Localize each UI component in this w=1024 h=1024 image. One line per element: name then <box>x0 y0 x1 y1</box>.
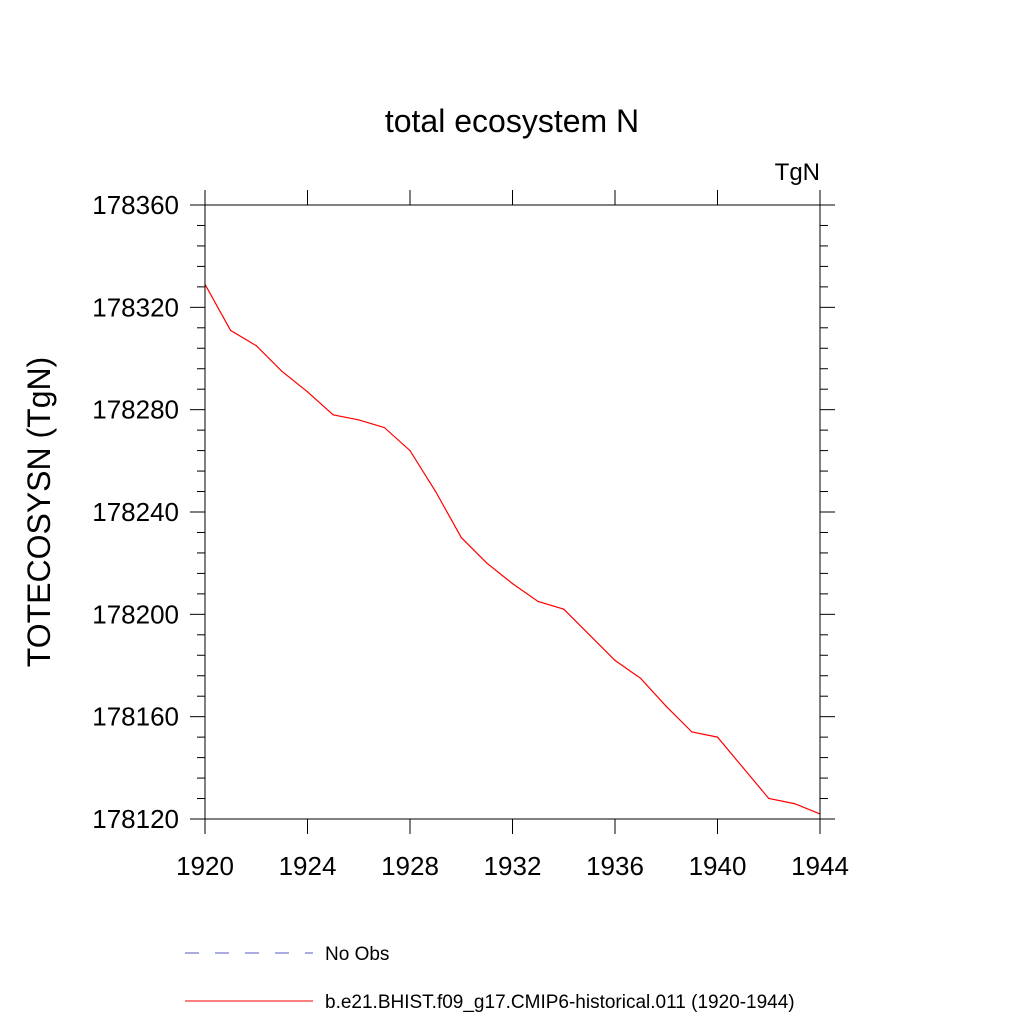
x-tick-label: 1920 <box>176 851 234 881</box>
data-point <box>409 450 411 452</box>
x-tick-label: 1932 <box>484 851 542 881</box>
data-point <box>614 659 616 661</box>
data-point <box>435 490 437 493</box>
y-axis-label: TOTECOSYSN (TgN) <box>21 357 57 668</box>
y-tick-label: 178200 <box>92 599 179 629</box>
y-tick-label: 178120 <box>92 804 179 834</box>
data-point <box>640 677 642 679</box>
data-point <box>511 583 514 585</box>
y-tick-label: 178320 <box>92 292 179 322</box>
data-point <box>255 345 257 347</box>
tick-labels: 1920 1924 1928 1932 1936 1940 1944 178120 178160… <box>92 190 849 881</box>
y-tick-label: 178280 <box>92 395 179 425</box>
data-point <box>563 608 565 610</box>
units-label: TgN <box>775 159 820 186</box>
minor-ticks <box>197 224 828 800</box>
data-point <box>716 736 719 738</box>
major-ticks <box>190 190 835 834</box>
x-tick-label: 1924 <box>279 851 337 881</box>
data-point <box>742 767 744 769</box>
x-tick-label: 1944 <box>791 851 849 881</box>
data-point <box>306 391 309 393</box>
data-point <box>588 634 590 636</box>
y-tick-label: 178360 <box>92 190 179 220</box>
data-point <box>768 797 770 800</box>
series-line <box>204 284 821 815</box>
data-point <box>358 419 360 421</box>
data-point <box>281 370 283 372</box>
data-point <box>383 426 385 429</box>
data-point <box>691 731 693 733</box>
y-tick-label: 178160 <box>92 702 179 732</box>
legend-label: No Obs <box>325 944 389 965</box>
data-point <box>486 562 488 564</box>
x-tick-label: 1936 <box>586 851 644 881</box>
y-tick-label: 178240 <box>92 497 179 527</box>
plot-frame <box>204 204 821 820</box>
chart-title: total ecosystem N <box>385 103 639 139</box>
series-layer <box>204 283 821 815</box>
x-tick-label: 1928 <box>381 851 439 881</box>
data-point <box>537 600 539 603</box>
x-tick-label: 1940 <box>689 851 747 881</box>
data-point <box>793 803 795 805</box>
data-point <box>230 329 232 331</box>
legend: No Obs b.e21.BHIST.f09_g17.CMIP6-historic… <box>185 944 795 1013</box>
legend-label: b.e21.BHIST.f09_g17.CMIP6-historical.011… <box>325 992 795 1013</box>
data-point <box>332 414 334 416</box>
data-point <box>460 536 462 539</box>
data-point <box>665 705 667 708</box>
